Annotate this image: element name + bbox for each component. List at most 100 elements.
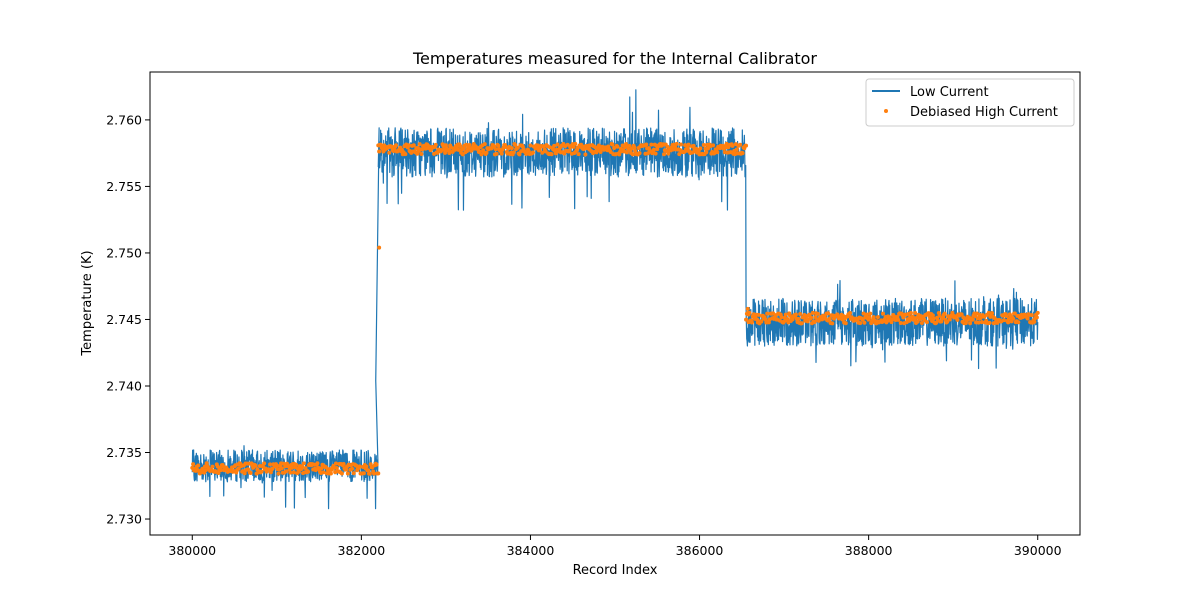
debiased-point bbox=[799, 321, 804, 326]
debiased-point bbox=[715, 150, 720, 155]
y-tick-label: 2.750 bbox=[106, 245, 142, 260]
debiased-point bbox=[744, 143, 749, 148]
debiased-point bbox=[1016, 320, 1021, 325]
debiased-point bbox=[259, 469, 264, 474]
debiased-point bbox=[361, 471, 366, 476]
debiased-point bbox=[196, 463, 201, 468]
debiased-point bbox=[970, 317, 975, 322]
debiased-point bbox=[456, 147, 461, 152]
legend-debiased-swatch bbox=[884, 109, 888, 113]
debiased-point bbox=[368, 462, 373, 467]
legend-low-current-label: Low Current bbox=[910, 85, 989, 100]
debiased-point bbox=[204, 461, 209, 466]
debiased-point bbox=[796, 317, 801, 322]
debiased-point bbox=[364, 464, 369, 469]
debiased-point bbox=[793, 312, 798, 317]
debiased-point bbox=[313, 468, 318, 473]
legend-debiased-label: Debiased High Current bbox=[910, 105, 1058, 120]
debiased-point bbox=[300, 464, 305, 469]
debiased-point bbox=[711, 143, 716, 148]
debiased-point bbox=[939, 319, 944, 324]
debiased-point bbox=[350, 466, 355, 471]
debiased-point bbox=[655, 147, 660, 152]
debiased-point bbox=[915, 319, 920, 324]
debiased-point bbox=[730, 143, 735, 148]
debiased-point bbox=[931, 316, 936, 321]
debiased-point bbox=[458, 144, 463, 149]
debiased-point bbox=[242, 471, 247, 476]
plot-marks bbox=[190, 89, 1040, 510]
debiased-point bbox=[942, 311, 947, 316]
debiased-point bbox=[549, 152, 554, 157]
debiased-point bbox=[583, 152, 588, 157]
y-tick-label: 2.735 bbox=[106, 445, 142, 460]
debiased-point bbox=[367, 471, 372, 476]
debiased-point bbox=[573, 141, 578, 146]
debiased-point bbox=[898, 320, 903, 325]
debiased-point bbox=[749, 320, 754, 325]
debiased-point bbox=[813, 315, 818, 320]
debiased-point bbox=[467, 143, 472, 148]
debiased-point bbox=[1029, 313, 1034, 318]
x-tick-label: 384000 bbox=[507, 543, 555, 558]
debiased-point bbox=[691, 143, 696, 148]
debiased-point bbox=[615, 144, 620, 149]
debiased-point bbox=[919, 320, 924, 325]
debiased-point bbox=[990, 311, 995, 316]
debiased-point bbox=[294, 462, 299, 467]
debiased-point bbox=[734, 147, 739, 152]
x-tick-label: 390000 bbox=[1014, 543, 1062, 558]
debiased-point bbox=[262, 461, 267, 466]
debiased-point bbox=[598, 149, 603, 154]
debiased-point bbox=[1025, 316, 1030, 321]
debiased-point bbox=[376, 471, 381, 476]
debiased-point bbox=[236, 466, 241, 471]
debiased-point bbox=[334, 465, 339, 470]
debiased-point bbox=[678, 142, 683, 147]
debiased-point bbox=[759, 319, 764, 324]
debiased-point bbox=[301, 461, 306, 466]
debiased-point bbox=[765, 311, 770, 316]
debiased-point bbox=[493, 147, 498, 152]
debiased-point bbox=[744, 317, 749, 322]
y-tick-label: 2.730 bbox=[106, 512, 142, 527]
debiased-point bbox=[579, 142, 584, 147]
debiased-point bbox=[930, 313, 935, 318]
debiased-point bbox=[779, 315, 784, 320]
debiased-point bbox=[567, 148, 572, 153]
debiased-point bbox=[901, 315, 906, 320]
debiased-point bbox=[511, 150, 516, 155]
debiased-point bbox=[868, 311, 873, 316]
debiased-point bbox=[530, 150, 535, 155]
debiased-point bbox=[328, 471, 333, 476]
debiased-point bbox=[443, 150, 448, 155]
debiased-point bbox=[871, 315, 876, 320]
debiased-point bbox=[1001, 318, 1006, 323]
debiased-point bbox=[644, 142, 649, 147]
debiased-point bbox=[509, 146, 514, 151]
debiased-point bbox=[315, 461, 320, 466]
debiased-point bbox=[976, 320, 981, 325]
x-tick-label: 386000 bbox=[676, 543, 724, 558]
debiased-point bbox=[372, 471, 377, 476]
debiased-point bbox=[540, 150, 545, 155]
series-debiased-high-current bbox=[190, 141, 1040, 476]
debiased-point bbox=[357, 464, 362, 469]
debiased-point bbox=[446, 147, 451, 152]
debiased-outlier-point bbox=[746, 320, 751, 325]
debiased-point bbox=[596, 143, 601, 148]
debiased-point bbox=[1011, 316, 1016, 321]
debiased-point bbox=[537, 148, 542, 153]
debiased-point bbox=[484, 150, 489, 155]
debiased-point bbox=[740, 151, 745, 156]
debiased-point bbox=[419, 151, 424, 156]
debiased-point bbox=[296, 469, 301, 474]
debiased-point bbox=[968, 321, 973, 326]
debiased-point bbox=[875, 315, 880, 320]
debiased-point bbox=[706, 146, 710, 151]
debiased-point bbox=[826, 311, 831, 316]
debiased-point bbox=[394, 143, 399, 148]
debiased-point bbox=[248, 470, 253, 475]
debiased-point bbox=[279, 466, 284, 471]
